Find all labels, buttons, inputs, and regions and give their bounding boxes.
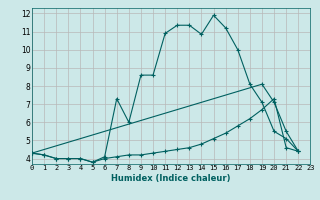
X-axis label: Humidex (Indice chaleur): Humidex (Indice chaleur) — [111, 174, 231, 183]
